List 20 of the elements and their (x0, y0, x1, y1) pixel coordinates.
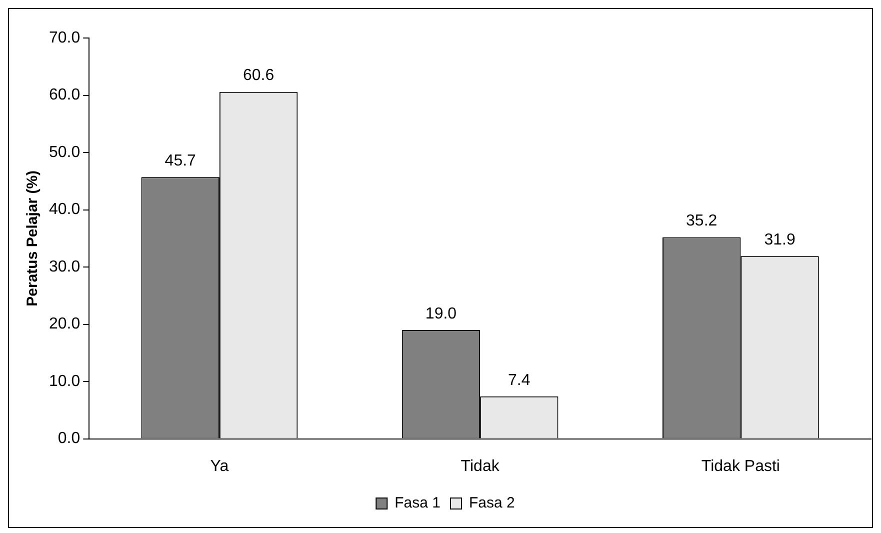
y-axis-title: Peratus Pelajar (%) (24, 170, 42, 306)
x-tick-label: Tidak Pasti (701, 458, 780, 475)
x-tick-label: Ya (210, 458, 229, 475)
y-tick-label: 60.0 (49, 86, 80, 104)
y-tick-label: 30.0 (49, 258, 80, 276)
text: 31.9 (764, 232, 796, 249)
legend-label: Fasa 2 (469, 494, 515, 512)
text: 35.2 (686, 212, 718, 230)
y-tick-label: 10.0 (49, 372, 80, 390)
y-tick-label: 0.0 (58, 430, 80, 448)
text: 7.4 (508, 372, 530, 389)
y-tick-label: 40.0 (49, 201, 80, 218)
text: 45.7 (164, 152, 196, 170)
text: 19.0 (425, 305, 457, 322)
text: 60.6 (242, 67, 274, 84)
y-tick-label: 20.0 (49, 316, 80, 333)
y-tick-label: 50.0 (49, 144, 80, 161)
x-tick-label: Tidak (460, 458, 500, 475)
y-tick-label: 70.0 (49, 29, 80, 46)
legend-label: Fasa 1 (394, 494, 440, 512)
